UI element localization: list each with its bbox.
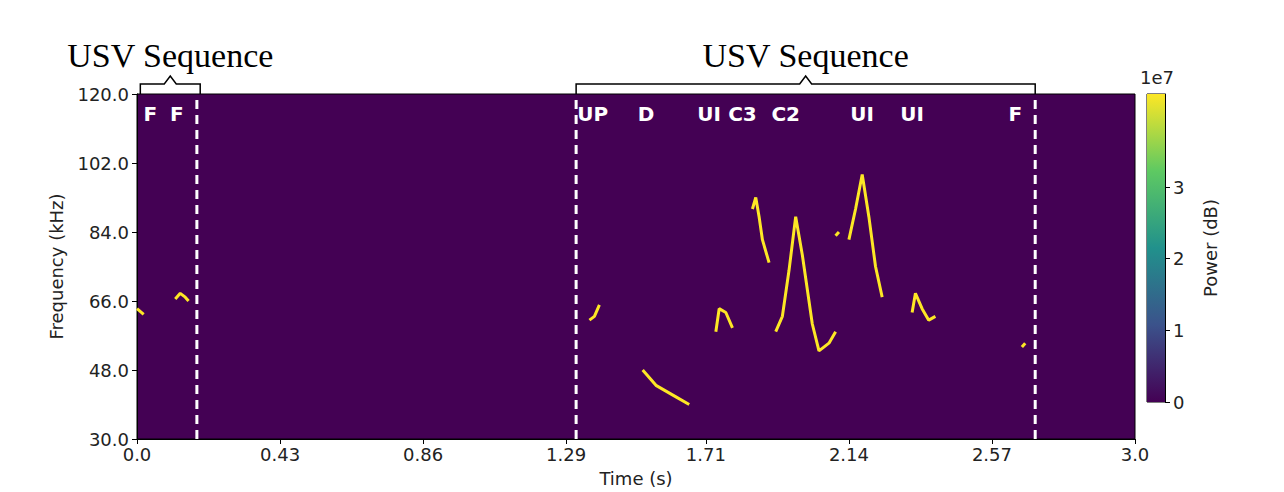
svg-text:D: D bbox=[638, 102, 655, 126]
svg-text:2.57: 2.57 bbox=[972, 444, 1012, 465]
svg-text:1.71: 1.71 bbox=[686, 444, 726, 465]
svg-text:1: 1 bbox=[1173, 320, 1184, 341]
svg-text:84.0: 84.0 bbox=[89, 222, 129, 243]
svg-text:3.0: 3.0 bbox=[1121, 444, 1150, 465]
svg-text:120.0: 120.0 bbox=[77, 84, 129, 105]
svg-text:Time (s): Time (s) bbox=[598, 468, 672, 489]
svg-text:F: F bbox=[143, 102, 157, 126]
svg-text:48.0: 48.0 bbox=[89, 360, 129, 381]
svg-text:F: F bbox=[1008, 102, 1022, 126]
svg-text:2.14: 2.14 bbox=[829, 444, 869, 465]
svg-text:USV Sequence: USV Sequence bbox=[67, 37, 273, 74]
svg-text:102.0: 102.0 bbox=[77, 153, 129, 174]
svg-text:3: 3 bbox=[1173, 177, 1184, 198]
svg-text:66.0: 66.0 bbox=[89, 291, 129, 312]
svg-text:0.86: 0.86 bbox=[403, 444, 443, 465]
svg-text:USV Sequence: USV Sequence bbox=[703, 37, 909, 74]
svg-text:Power (dB): Power (dB) bbox=[1200, 199, 1221, 297]
svg-text:1e7: 1e7 bbox=[1140, 67, 1174, 88]
svg-text:UI: UI bbox=[900, 102, 924, 126]
svg-text:1.29: 1.29 bbox=[546, 444, 586, 465]
svg-text:2: 2 bbox=[1173, 248, 1184, 269]
svg-text:C3: C3 bbox=[728, 102, 757, 126]
svg-text:Frequency (kHz): Frequency (kHz) bbox=[46, 193, 67, 339]
svg-text:UP: UP bbox=[577, 102, 608, 126]
svg-text:0: 0 bbox=[1173, 392, 1184, 413]
svg-text:F: F bbox=[170, 102, 184, 126]
svg-text:UI: UI bbox=[697, 102, 721, 126]
svg-text:UI: UI bbox=[850, 102, 874, 126]
svg-text:0.43: 0.43 bbox=[260, 444, 300, 465]
svg-text:30.0: 30.0 bbox=[88, 428, 129, 450]
svg-text:0.0: 0.0 bbox=[123, 444, 152, 465]
svg-text:C2: C2 bbox=[771, 102, 800, 126]
